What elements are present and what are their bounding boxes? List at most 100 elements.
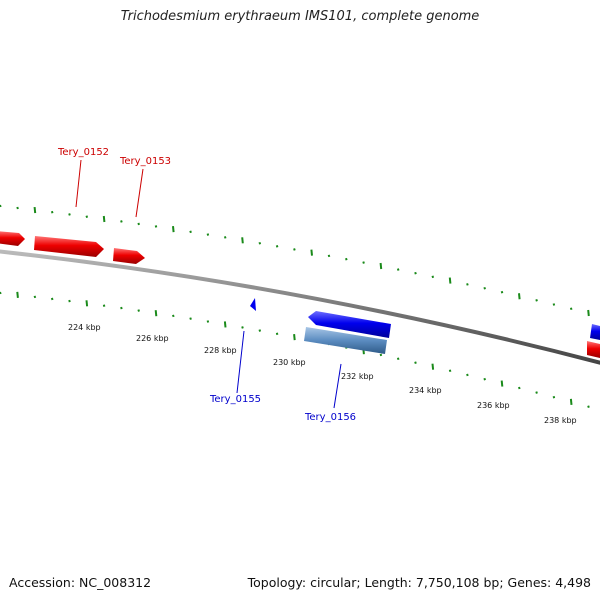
minor-tick — [535, 299, 538, 302]
minor-tick — [0, 291, 2, 295]
major-tick — [223, 321, 227, 328]
tick-label: 228 kbp — [204, 346, 237, 355]
minor-tick — [448, 369, 452, 373]
minor-tick — [431, 275, 435, 279]
reverse-genes — [250, 298, 600, 354]
minor-tick — [172, 314, 175, 318]
map-title: Trichodesmium erythraeum IMS101, complet… — [120, 9, 480, 24]
gene-feature-tery-0152[interactable] — [34, 236, 104, 257]
major-tick — [500, 380, 504, 387]
minor-tick — [258, 329, 262, 332]
minor-tick — [587, 405, 590, 408]
tick-label: 238 kbp — [544, 416, 577, 425]
minor-tick — [50, 297, 54, 301]
minor-tick — [85, 215, 89, 218]
tick-label: 226 kbp — [136, 334, 169, 343]
leader-line-tery-0153 — [135, 168, 144, 218]
gene-feature-tery-0155[interactable] — [250, 298, 256, 311]
major-tick — [154, 310, 158, 317]
major-tick — [379, 262, 383, 270]
minor-tick — [552, 395, 556, 399]
minor-tick — [466, 283, 469, 286]
tick-label: 232 kbp — [341, 372, 374, 381]
major-tick — [33, 206, 37, 214]
minor-tick — [68, 213, 71, 216]
gene-feature-right-edge-blue[interactable] — [590, 324, 600, 340]
minor-tick — [33, 295, 37, 299]
major-tick — [448, 277, 452, 284]
gene-feature-right-edge[interactable] — [587, 341, 600, 358]
minor-tick — [0, 204, 2, 208]
minor-tick — [396, 357, 400, 361]
tick-label: 234 kbp — [409, 386, 442, 395]
tick-label: 236 kbp — [477, 401, 510, 410]
minor-tick — [414, 361, 417, 364]
minor-tick — [569, 307, 573, 311]
upper-tick-track — [0, 204, 590, 317]
minor-tick — [102, 304, 106, 307]
tick-label: 230 kbp — [273, 358, 306, 367]
major-tick — [241, 237, 244, 244]
minor-tick — [206, 320, 210, 323]
tick-label: 224 kbp — [68, 323, 101, 332]
minor-tick — [483, 286, 486, 290]
minor-tick — [327, 254, 331, 258]
leader-line-tery-0152 — [75, 159, 82, 208]
minor-tick — [379, 353, 383, 357]
minor-tick — [16, 206, 19, 210]
major-tick — [16, 291, 19, 298]
major-tick — [431, 363, 435, 370]
minor-tick — [518, 386, 521, 390]
minor-tick — [189, 230, 192, 234]
minor-tick — [293, 248, 296, 251]
minor-tick — [120, 220, 123, 223]
minor-tick — [483, 377, 486, 381]
minor-tick — [154, 225, 158, 228]
forward-genes — [0, 231, 600, 358]
minor-tick — [275, 332, 279, 336]
genome-summary-text: Topology: circular; Length: 7,750,108 bp… — [247, 575, 591, 590]
gene-label-tery-0155: Tery_0155 — [209, 394, 261, 405]
minor-tick — [258, 241, 262, 245]
leader-line-tery-0156 — [333, 363, 342, 409]
gene-feature-rna-0156[interactable] — [304, 327, 387, 354]
minor-tick — [137, 222, 140, 226]
major-tick — [569, 398, 573, 405]
minor-tick — [362, 261, 365, 264]
major-tick — [102, 215, 106, 223]
gene-label-tery-0156: Tery_0156 — [304, 412, 356, 423]
lower-tick-track — [0, 291, 590, 408]
major-tick — [85, 300, 89, 307]
genome-backbone — [0, 249, 600, 365]
minor-tick — [120, 306, 123, 310]
gene-label-tery-0152: Tery_0152 — [57, 147, 109, 158]
minor-tick — [206, 233, 210, 236]
minor-tick — [414, 271, 417, 275]
gene-feature-tery-0156[interactable] — [308, 311, 391, 338]
gene-label-tery-0153: Tery_0153 — [119, 156, 171, 167]
minor-tick — [50, 210, 54, 214]
major-tick — [293, 334, 296, 341]
minor-tick — [68, 299, 71, 303]
tick-labels: 224 kbp 226 kbp 228 kbp 230 kbp 232 kbp 234 k… — [68, 323, 577, 425]
major-tick — [518, 293, 521, 300]
leader-line-tery-0155 — [236, 330, 245, 394]
minor-tick — [223, 236, 227, 239]
minor-tick — [500, 290, 504, 294]
minor-tick — [535, 391, 538, 394]
minor-tick — [241, 326, 244, 329]
gene-feature-left-partial[interactable] — [0, 231, 25, 246]
major-tick — [172, 225, 175, 233]
minor-tick — [552, 303, 556, 306]
minor-tick — [189, 317, 192, 320]
minor-tick — [396, 268, 400, 271]
minor-tick — [466, 373, 469, 377]
major-tick — [587, 309, 590, 317]
minor-tick — [275, 245, 279, 248]
gene-feature-tery-0153[interactable] — [113, 248, 145, 264]
gene-labels: Tery_0152 Tery_0153 Tery_0155 Tery_0156 — [57, 147, 356, 423]
minor-tick — [345, 257, 348, 261]
major-tick — [310, 249, 313, 256]
accession-text: Accession: NC_008312 — [9, 575, 152, 590]
